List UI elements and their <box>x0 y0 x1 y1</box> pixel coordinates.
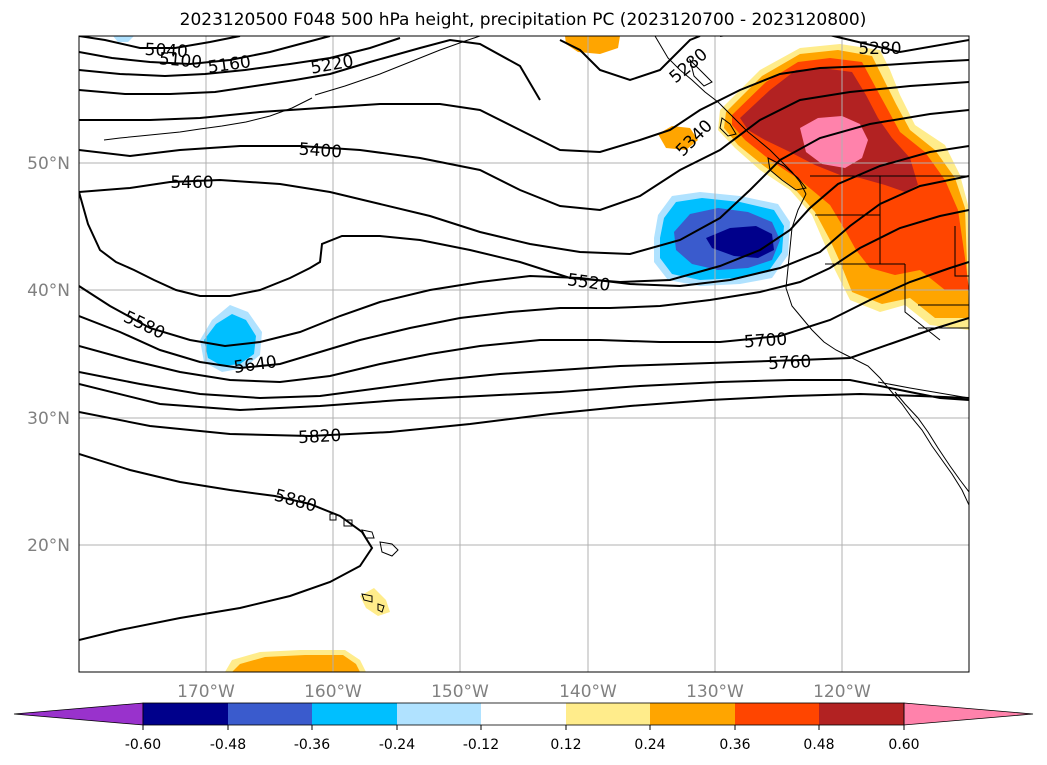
contour-5220 <box>79 38 541 101</box>
aleutian-islands <box>103 97 313 141</box>
latitude-tick-labels: 50°N 40°N 30°N 20°N <box>27 154 70 556</box>
colorbar-bin-6 <box>566 703 650 725</box>
colorbar-bin-8 <box>735 703 819 725</box>
contour-5790 <box>79 379 969 412</box>
lat-label-50n: 50°N <box>27 154 70 174</box>
colorbar-label-060: 0.60 <box>888 737 919 753</box>
map-frame <box>78 35 970 673</box>
contour-label-5700: 5700 <box>743 330 788 353</box>
contour-5100 <box>79 36 331 66</box>
contour-label-5460: 5460 <box>170 173 213 193</box>
contour-5880 <box>79 453 374 641</box>
precip-negative-shading <box>113 36 790 372</box>
colorbar-bin-5 <box>481 703 566 725</box>
lat-label-40n: 40°N <box>27 281 70 301</box>
contour-5400 <box>79 81 969 212</box>
contour-5520 <box>79 145 969 297</box>
colorbar-bin-3 <box>312 703 397 725</box>
colorbar: -0.60 -0.48 -0.36 -0.24 -0.12 0.12 0.24 … <box>13 702 1034 753</box>
colorbar-tick-labels: -0.60 -0.48 -0.36 -0.24 -0.12 0.12 0.24 … <box>125 737 920 753</box>
lon-label-140w: 140°W <box>559 682 617 702</box>
contour-label-5760: 5760 <box>768 352 812 374</box>
coast-alaska-southeast <box>654 36 807 195</box>
colorbar-label-neg060: -0.60 <box>125 737 161 753</box>
contour-label-5400: 5400 <box>298 140 343 163</box>
lon-label-120w: 120°W <box>813 682 871 702</box>
contour-5760 <box>79 317 969 400</box>
colorbar-extend-low <box>13 702 144 726</box>
colorbar-extend-high <box>903 702 1034 726</box>
height-contours <box>79 36 969 641</box>
colorbar-bin-2 <box>228 703 312 725</box>
precip-region-small-gulf <box>658 126 698 150</box>
contour-5700 <box>79 261 969 384</box>
precip-region-south <box>232 655 360 672</box>
precip-region-top-left <box>113 36 134 42</box>
contour-5820 <box>79 392 969 438</box>
colorbar-bin-4 <box>397 703 481 725</box>
contour-label-5100: 5100 <box>158 49 203 73</box>
colorbar-bin-1 <box>143 703 228 725</box>
contour-5040 <box>79 36 241 49</box>
contour-5460 <box>79 109 969 256</box>
colorbar-label-036: 0.36 <box>719 737 750 753</box>
colorbar-bin-9 <box>819 703 904 725</box>
colorbar-label-neg012: -0.12 <box>463 737 499 753</box>
precip-region-neg048 <box>706 226 774 258</box>
hawaii-oahu <box>343 519 353 527</box>
coast-alaska-peninsula <box>314 36 481 96</box>
lon-label-150w: 150°W <box>431 682 489 702</box>
vancouver-island <box>767 157 807 191</box>
contour-5640 <box>79 209 969 370</box>
contour-5160 <box>79 37 401 78</box>
contour-5280 <box>559 36 969 82</box>
colorbar-label-012: 0.12 <box>550 737 581 753</box>
colorbar-outline <box>142 702 905 726</box>
contour-label-5280-b: 5280 <box>858 39 901 59</box>
colorbar-bin-7 <box>650 703 735 725</box>
colorbar-label-024: 0.24 <box>634 737 665 753</box>
colorbar-ticks <box>142 725 905 730</box>
border-mexico <box>877 381 969 399</box>
colorbar-label-048: 0.48 <box>803 737 834 753</box>
figure-title: 2023120500 F048 500 hPa height, precipit… <box>180 10 867 30</box>
longitude-tick-labels: 170°W 160°W 150°W 140°W 130°W 120°W <box>177 682 871 702</box>
alaska-islands <box>689 58 713 87</box>
coast-baja <box>894 391 969 493</box>
haida-gwaii <box>719 117 737 137</box>
precip-positive-shading <box>225 36 969 672</box>
contour-5340 <box>79 59 969 154</box>
contour-5580 <box>79 175 969 348</box>
lon-label-170w: 170°W <box>177 682 235 702</box>
colorbar-label-neg036: -0.36 <box>294 737 330 753</box>
colorbar-label-neg048: -0.48 <box>210 737 246 753</box>
colorbar-label-neg024: -0.24 <box>379 737 415 753</box>
lat-label-30n: 30°N <box>27 409 70 429</box>
contour-label-5040: 5040 <box>144 40 188 62</box>
hawaii-small-islands <box>361 593 385 613</box>
precip-region-west <box>204 314 256 366</box>
contour-label-5820: 5820 <box>298 426 342 448</box>
lon-label-160w: 160°W <box>304 682 362 702</box>
lon-label-130w: 130°W <box>686 682 744 702</box>
hawaii-big-island <box>379 541 399 557</box>
border-interior <box>918 226 969 329</box>
lat-label-20n: 20°N <box>27 536 70 556</box>
map-panel: 5040 5100 5160 5220 5280 5280 5340 5400 … <box>79 36 969 672</box>
gridlines <box>79 36 969 672</box>
